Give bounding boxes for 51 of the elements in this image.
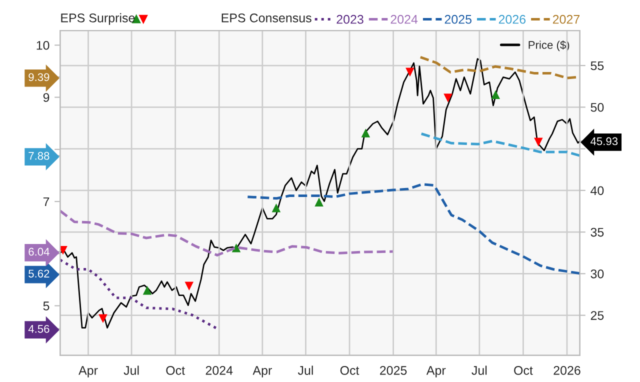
x-tick-label: Oct bbox=[340, 366, 360, 375]
point bbox=[361, 128, 370, 138]
y-tick-label: 5.62 bbox=[28, 270, 50, 278]
legend-label: 2023 bbox=[336, 14, 364, 24]
y-tick-label: 6.04 bbox=[28, 248, 50, 256]
y2-tick-label: 50 bbox=[590, 102, 604, 112]
line-series bbox=[60, 210, 394, 256]
text: EPS Consensus bbox=[222, 14, 312, 22]
legend-label: 2025 bbox=[444, 14, 472, 24]
x-tick-label: Oct bbox=[166, 366, 185, 375]
line-series bbox=[246, 183, 580, 275]
y2-tick-label: 55 bbox=[590, 61, 604, 70]
x-tick-label: Apr bbox=[252, 366, 272, 378]
x-tick-label: 2024 bbox=[206, 366, 233, 375]
x-tick-label: Apr bbox=[426, 366, 446, 378]
x-tick-label: 2026 bbox=[554, 366, 580, 375]
x-tick-label: Jul bbox=[298, 366, 313, 375]
y2-tick-label: 40 bbox=[590, 186, 604, 196]
y-tick-label: 4.56 bbox=[28, 324, 50, 333]
x-tick-label: Oct bbox=[514, 366, 533, 375]
point bbox=[232, 243, 241, 252]
y2-tick-label: 45.93 bbox=[590, 137, 618, 146]
y-tick-label: 7 bbox=[43, 197, 50, 206]
y2-tick-label: 35 bbox=[590, 228, 604, 237]
point bbox=[60, 246, 68, 255]
y-tick-label: 9 bbox=[43, 93, 50, 102]
point bbox=[272, 204, 281, 212]
text: EPS Surprise bbox=[61, 13, 135, 25]
x-tick-label: Jul bbox=[124, 366, 139, 375]
y-tick-label: 5 bbox=[43, 302, 50, 310]
legend-label: Price ($) bbox=[528, 40, 570, 52]
legend-label: 2026 bbox=[498, 14, 526, 24]
y-tick-label: 7.88 bbox=[28, 152, 50, 160]
x-tick-label: Jul bbox=[472, 366, 487, 375]
point bbox=[444, 94, 452, 102]
point bbox=[314, 198, 324, 206]
legend-label: 2024 bbox=[390, 14, 418, 24]
point bbox=[98, 314, 108, 324]
point bbox=[142, 286, 152, 295]
point bbox=[534, 138, 543, 147]
x-tick-label: Apr bbox=[78, 366, 98, 378]
y-tick-label: 10 bbox=[36, 40, 50, 50]
y-tick-label: 9.39 bbox=[28, 73, 50, 82]
line-series bbox=[420, 132, 580, 157]
point bbox=[406, 68, 414, 77]
point bbox=[491, 90, 500, 100]
y2-tick-label: 25 bbox=[590, 311, 604, 320]
x-tick-label: 2025 bbox=[380, 366, 407, 375]
legend-label: 2027 bbox=[552, 14, 580, 24]
y2-tick-label: 30 bbox=[590, 269, 604, 278]
point bbox=[184, 282, 194, 291]
